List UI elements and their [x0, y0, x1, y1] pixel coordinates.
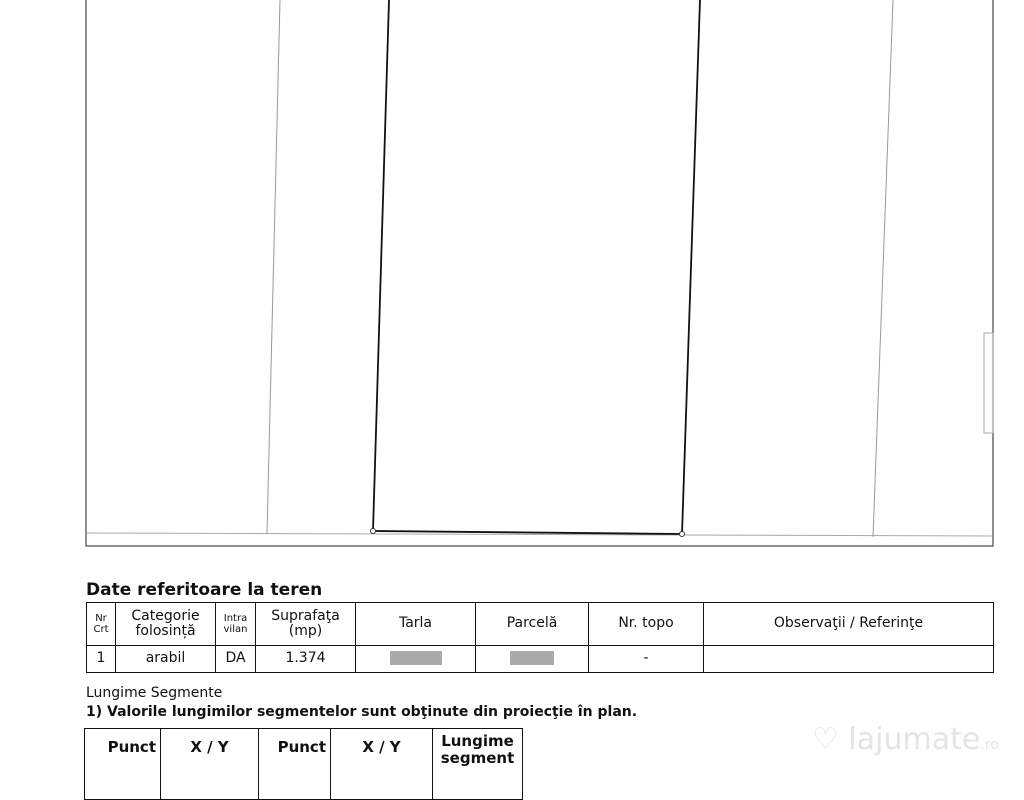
land-data-table: Nr Crt Categorie folosință Intra vilan Supr… — [86, 602, 994, 673]
cell-parcela — [475, 645, 589, 673]
building-outline — [983, 332, 994, 434]
header-categorie: Categorie folosință — [115, 602, 216, 646]
header-xy-start: X / Y — [160, 728, 259, 800]
segments-note: 1) Valorile lungimilor segmentelor sunt … — [86, 704, 638, 720]
segments-title: Lungime Segmente — [86, 685, 223, 701]
neighbor-boundary-left — [266, 0, 281, 534]
cell-nr-topo: - — [588, 645, 704, 673]
section-title: Date referitoare la teren — [86, 580, 323, 600]
cell-tarla — [355, 645, 476, 673]
header-punct-inceput: Punct — [84, 728, 161, 800]
neighbor-boundary-right — [872, 0, 894, 538]
header-intravilan: Intra vilan — [215, 602, 256, 646]
parcel-boundary — [372, 0, 701, 535]
header-xy-end: X / Y — [330, 728, 433, 800]
header-punct-sfarsit: Punct — [258, 728, 331, 800]
watermark-logo: ♡ lajumate.ro — [812, 722, 999, 757]
redacted-block — [389, 651, 442, 666]
redacted-block — [510, 651, 554, 666]
parcel-plan-drawing — [85, 0, 994, 547]
cell-suprafata: 1.374 — [255, 645, 356, 673]
segments-table: Punct X / Y Punct X / Y Lungime segment — [84, 728, 523, 800]
cell-categorie: arabil — [115, 645, 216, 673]
plan-frame — [85, 0, 994, 547]
table-header-row: Nr Crt Categorie folosință Intra vilan Supr… — [86, 602, 994, 646]
header-parcela: Parcelă — [475, 602, 589, 646]
header-nr-crt: Nr Crt — [86, 602, 116, 646]
ground-line — [85, 532, 994, 537]
header-observatii: Observaţii / Referinţe — [703, 602, 994, 646]
cell-nr-crt: 1 — [86, 645, 116, 673]
table-row: 1 arabil DA 1.374 - — [86, 645, 994, 673]
vertex-marker — [370, 528, 376, 534]
header-lungime: Lungime segment — [432, 728, 523, 800]
header-suprafata: Suprafaţa (mp) — [255, 602, 356, 646]
header-tarla: Tarla — [355, 602, 476, 646]
cell-intravilan: DA — [215, 645, 256, 673]
vertex-marker — [679, 531, 685, 537]
header-nr-topo: Nr. topo — [588, 602, 704, 646]
table-header-row: Punct X / Y Punct X / Y Lungime segment — [84, 728, 523, 800]
cell-observatii — [703, 645, 994, 673]
